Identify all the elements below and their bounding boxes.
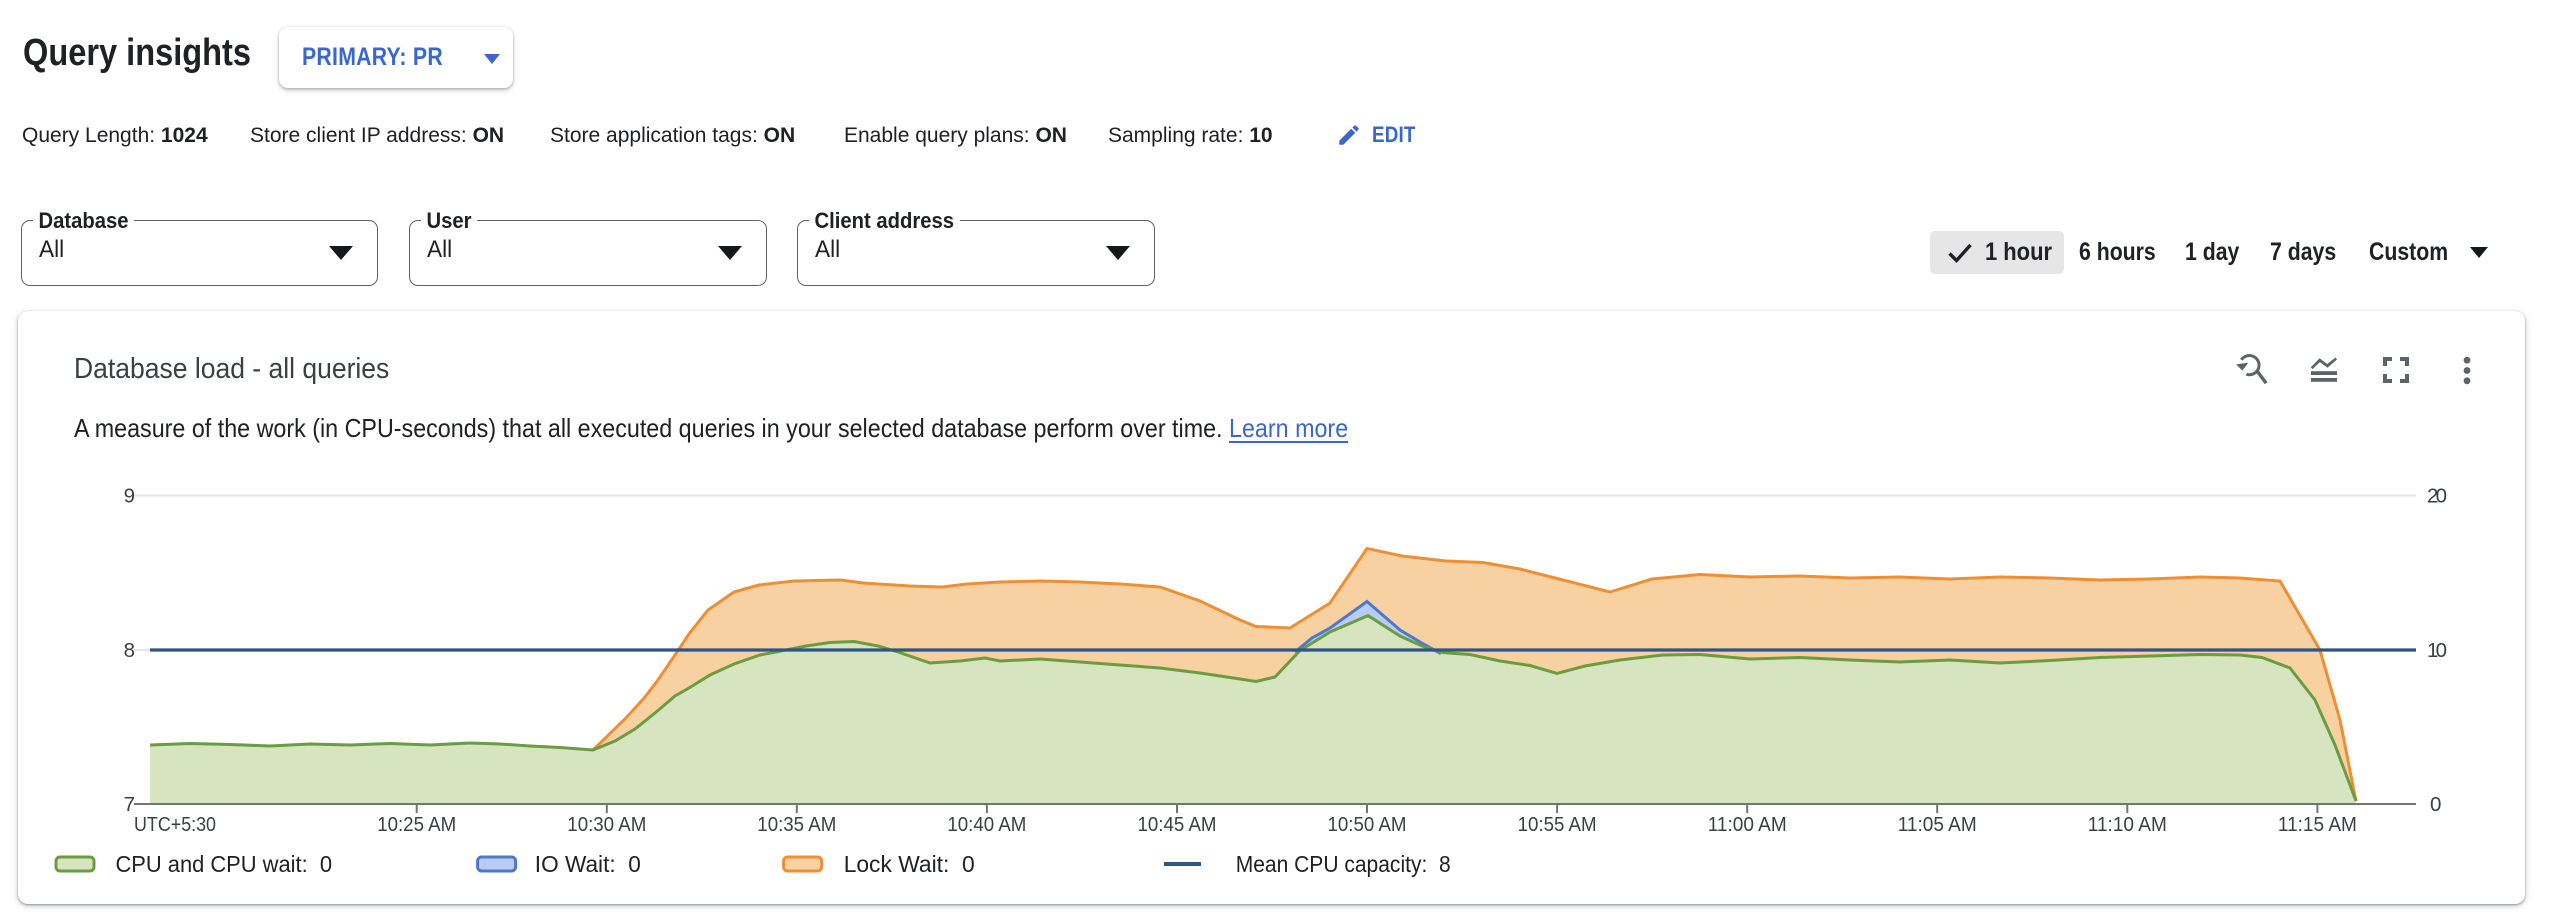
svg-text:Lock Wait: 0: Lock Wait: 0 [844, 851, 975, 877]
svg-text:9: 9 [124, 485, 135, 508]
svg-text:Mean CPU capacity: 8: Mean CPU capacity: 8 [1236, 851, 1451, 877]
svg-text:20: 20 [2427, 485, 2447, 508]
svg-text:7: 7 [124, 793, 135, 816]
svg-text:11:15 AM: 11:15 AM [2278, 813, 2357, 836]
svg-text:10:40 AM: 10:40 AM [947, 813, 1026, 836]
svg-text:10:25 AM: 10:25 AM [377, 813, 456, 836]
svg-text:10:55 AM: 10:55 AM [1518, 813, 1597, 836]
svg-text:11:05 AM: 11:05 AM [1898, 813, 1977, 836]
svg-text:11:00 AM: 11:00 AM [1708, 813, 1787, 836]
svg-text:10:45 AM: 10:45 AM [1138, 813, 1217, 836]
svg-text:10:35 AM: 10:35 AM [757, 813, 836, 836]
svg-text:0: 0 [2430, 793, 2441, 816]
svg-text:8: 8 [124, 639, 135, 662]
svg-text:UTC+5:30: UTC+5:30 [134, 813, 216, 836]
svg-text:IO Wait: 0: IO Wait: 0 [535, 851, 641, 877]
svg-text:11:10 AM: 11:10 AM [2088, 813, 2167, 836]
svg-text:10: 10 [2427, 639, 2447, 662]
svg-text:CPU and CPU wait: 0: CPU and CPU wait: 0 [116, 851, 333, 877]
svg-text:10:30 AM: 10:30 AM [567, 813, 646, 836]
svg-text:10:50 AM: 10:50 AM [1328, 813, 1407, 836]
